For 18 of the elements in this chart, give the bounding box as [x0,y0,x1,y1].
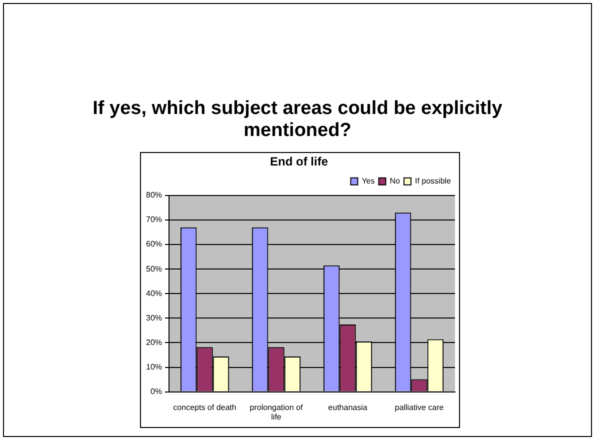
y-tick-label: 40% [146,288,162,298]
legend-label: If possible [414,176,452,186]
legend-label: Yes [362,176,375,186]
chart-subtitle: End of life [270,154,328,169]
x-tick-label: prolongation of life [250,402,304,422]
legend-label: No [390,176,401,186]
x-tick-label: concepts of death [173,402,236,412]
chart-title: If yes, which subject areas could be explicitly mentioned? [92,98,504,142]
y-tick-label: 20% [146,338,162,347]
y-tick-label: 50% [146,264,162,274]
y-tick-label: 10% [146,362,162,372]
x-tick-label: euthanasia [328,402,368,412]
x-tick-label: palliative care [394,402,444,412]
y-tick-label: 30% [146,313,162,322]
y-tick-label: 60% [146,240,162,249]
y-tick-label: 70% [146,215,162,224]
y-tick-label: 0% [150,387,162,396]
y-tick-label: 80% [146,190,162,200]
